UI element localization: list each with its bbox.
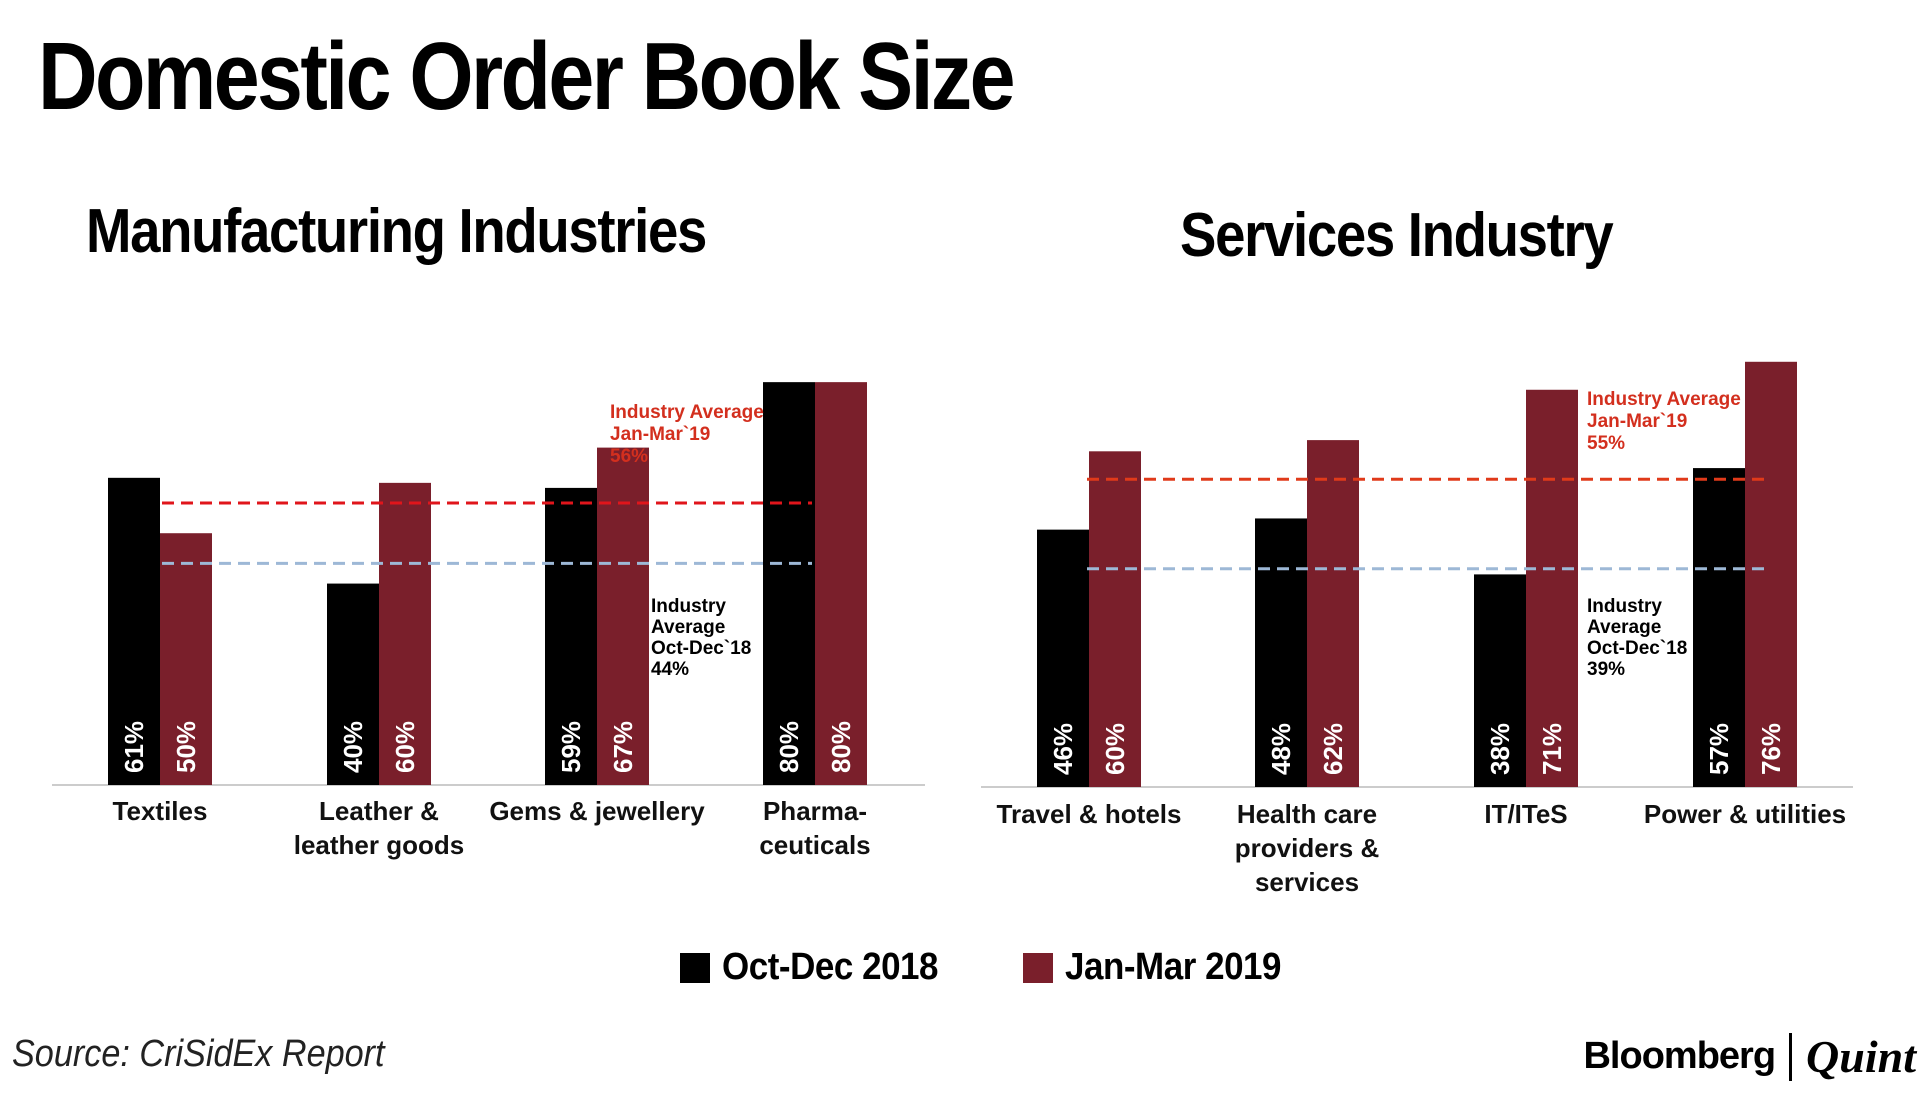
legend-label-jan-mar: Jan-Mar 2019 [1064, 946, 1281, 988]
brand-bloomberg: Bloomberg [1583, 1035, 1776, 1077]
manufacturing-value-label-pharma-ceuticals-s2: 80% [826, 721, 856, 773]
manufacturing-ref-label-oct-dec: Industry Average Oct-Dec`18 44% [651, 596, 751, 680]
manufacturing-bar-gems-jewellery-s1 [545, 487, 597, 785]
legend-swatch-jan-mar [1022, 952, 1053, 983]
services-bar-it-ites-s1 [1474, 574, 1526, 787]
manufacturing-category-label-leather-leather-goods: Leather & leather goods [294, 796, 464, 860]
services-chart: 46% 48% 38% 57% 60% 62% 71% 76% Industry Average O… [981, 361, 1853, 897]
services-value-label-health-care-providers-services-s2: 62% [1318, 723, 1348, 775]
legend: Oct-Dec 2018 Jan-Mar 2019 [680, 946, 1366, 989]
manufacturing-chart: 61% 40% 59% 80% 50% 60% 67% 80% Industry Average O… [52, 382, 925, 860]
manufacturing-value-label-gems-jewellery-s2: 67% [608, 721, 638, 773]
manufacturing-chart-title: Manufacturing Industries [86, 197, 707, 266]
services-value-label-travel-hotels-s1: 46% [1048, 723, 1078, 775]
legend-label-oct-dec: Oct-Dec 2018 [722, 946, 939, 988]
manufacturing-ref-label-jan-mar: Industry Average Jan-Mar`19 56% [610, 402, 764, 467]
chart-title: Domestic Order Book Size [38, 23, 1016, 130]
manufacturing-value-label-leather-leather-goods-s2: 60% [390, 721, 420, 773]
services-bar-it-ites-s2 [1526, 389, 1578, 787]
services-ref-label-jan-mar: Industry Average Jan-Mar`19 55% [1587, 389, 1741, 454]
services-bar-health-care-providers-services-s2 [1307, 440, 1359, 787]
manufacturing-bar-leather-leather-goods-s1 [327, 583, 379, 785]
manufacturing-bar-leather-leather-goods-s2 [379, 482, 431, 785]
manufacturing-value-label-leather-leather-goods-s1: 40% [338, 721, 368, 773]
services-value-label-it-ites-s1: 38% [1485, 723, 1515, 775]
services-value-label-power-utilities-s1: 57% [1704, 723, 1734, 775]
services-category-label-travel-hotels: Travel & hotels [997, 799, 1182, 829]
manufacturing-category-label-textiles: Textiles [113, 796, 208, 826]
manufacturing-bar-pharma-ceuticals-s2 [815, 382, 867, 785]
services-value-label-it-ites-s2: 71% [1537, 723, 1567, 775]
services-bar-power-utilities-s1 [1693, 468, 1745, 787]
services-bar-travel-hotels-s1 [1037, 529, 1089, 787]
brand-divider [1789, 1032, 1793, 1081]
manufacturing-category-label-gems-jewellery: Gems & jewellery [489, 796, 705, 826]
brand-quint: Quint [1806, 1031, 1916, 1082]
services-bar-power-utilities-s2 [1745, 361, 1797, 787]
services-chart-title: Services Industry [1180, 201, 1614, 270]
services-category-label-health-care-providers-services: Health care providers & services [1235, 799, 1380, 897]
manufacturing-bar-textiles-s1 [108, 477, 160, 785]
services-category-label-power-utilities: Power & utilities [1644, 799, 1846, 829]
legend-item-oct-dec: Oct-Dec 2018 [680, 946, 957, 989]
manufacturing-bar-pharma-ceuticals-s1 [763, 382, 815, 785]
source-note: Source: CriSidEx Report [12, 1033, 385, 1075]
services-bar-travel-hotels-s2 [1089, 451, 1141, 787]
services-category-label-it-ites: IT/ITeS [1484, 799, 1567, 829]
manufacturing-bar-textiles-s2 [160, 533, 212, 785]
manufacturing-value-label-textiles-s2: 50% [171, 721, 201, 773]
manufacturing-category-label-pharma-ceuticals: Pharma-ceuticals [759, 796, 870, 860]
manufacturing-value-label-gems-jewellery-s1: 59% [556, 721, 586, 773]
brand-logo: Bloomberg Quint [1583, 1030, 1916, 1083]
services-value-label-travel-hotels-s2: 60% [1100, 723, 1130, 775]
manufacturing-value-label-textiles-s1: 61% [119, 721, 149, 773]
services-value-label-health-care-providers-services-s1: 48% [1266, 723, 1296, 775]
services-bar-health-care-providers-services-s1 [1255, 518, 1307, 787]
services-ref-label-oct-dec: Industry Average Oct-Dec`18 39% [1587, 596, 1687, 680]
manufacturing-value-label-pharma-ceuticals-s1: 80% [774, 721, 804, 773]
services-value-label-power-utilities-s2: 76% [1756, 723, 1786, 775]
legend-item-jan-mar: Jan-Mar 2019 [1022, 946, 1300, 989]
legend-swatch-oct-dec [680, 952, 710, 983]
